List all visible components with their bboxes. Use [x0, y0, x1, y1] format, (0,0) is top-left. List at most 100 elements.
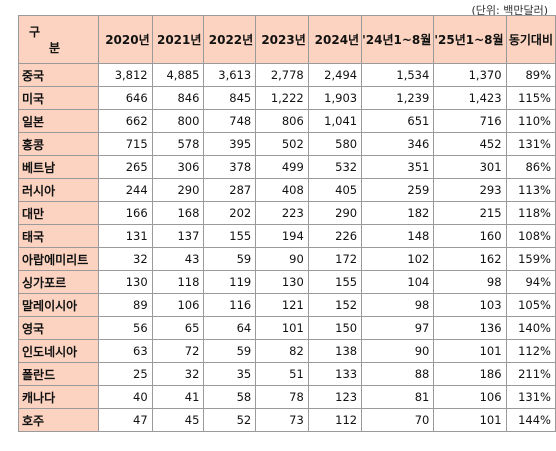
value-cell: 155 [307, 270, 363, 294]
value-cell: 182 [361, 201, 435, 225]
value-cell: 845 [203, 86, 257, 110]
value-cell: 63 [98, 339, 153, 363]
column-header: 2021년 [151, 15, 205, 64]
value-cell: 2,494 [307, 63, 363, 87]
value-cell: 88 [361, 362, 435, 386]
value-cell: 47 [98, 408, 153, 432]
value-cell: 104 [361, 270, 435, 294]
value-cell: 306 [151, 155, 205, 179]
value-cell: 162 [433, 247, 507, 271]
value-cell: 211% [505, 362, 556, 386]
value-cell: 130 [98, 270, 153, 294]
value-cell: 97 [361, 316, 435, 340]
table-row: 대만 166 168 202 223 290 182 215 118% [17, 201, 556, 225]
corner-label-1: 구 [29, 24, 41, 39]
value-cell: 502 [255, 132, 309, 156]
table-row: 홍콩 715 578 395 502 580 346 452 131% [17, 132, 556, 156]
value-cell: 1,370 [433, 63, 507, 87]
country-cell: 베트남 [17, 155, 100, 179]
table-row: 태국 131 137 155 194 226 148 160 108% [17, 224, 556, 248]
country-cell: 싱가포르 [17, 270, 100, 294]
value-cell: 86% [505, 155, 556, 179]
value-cell: 4,885 [151, 63, 205, 87]
value-cell: 72 [151, 339, 205, 363]
value-cell: 140% [505, 316, 556, 340]
value-cell: 131% [505, 132, 556, 156]
value-cell: 223 [255, 201, 309, 225]
value-cell: 78 [255, 385, 309, 409]
value-cell: 580 [307, 132, 363, 156]
value-cell: 89% [505, 63, 556, 87]
value-cell: 133 [307, 362, 363, 386]
value-cell: 499 [255, 155, 309, 179]
value-cell: 32 [151, 362, 205, 386]
column-header: 2023년 [255, 15, 309, 64]
value-cell: 290 [151, 178, 205, 202]
value-cell: 1,423 [433, 86, 507, 110]
value-cell: 98 [433, 270, 507, 294]
country-cell: 캐나다 [17, 385, 100, 409]
value-cell: 395 [203, 132, 257, 156]
value-cell: 82 [255, 339, 309, 363]
value-cell: 119 [203, 270, 257, 294]
value-cell: 64 [203, 316, 257, 340]
value-cell: 2,778 [255, 63, 309, 87]
value-cell: 346 [361, 132, 435, 156]
value-cell: 3,613 [203, 63, 257, 87]
value-cell: 106 [151, 293, 205, 317]
value-cell: 290 [307, 201, 363, 225]
table-row: 싱가포르 130 118 119 130 155 104 98 94% [17, 270, 556, 294]
value-cell: 115% [505, 86, 556, 110]
value-cell: 112 [307, 408, 363, 432]
country-cell: 영국 [17, 316, 100, 340]
value-cell: 118 [151, 270, 205, 294]
value-cell: 52 [203, 408, 257, 432]
value-cell: 408 [255, 178, 309, 202]
value-cell: 108% [505, 224, 556, 248]
country-cell: 아랍에미리트 [17, 247, 100, 271]
value-cell: 651 [361, 109, 435, 133]
value-cell: 301 [433, 155, 507, 179]
value-cell: 166 [98, 201, 153, 225]
table-row: 폴란드 25 32 35 51 133 88 186 211% [17, 362, 556, 386]
value-cell: 43 [151, 247, 205, 271]
value-cell: 578 [151, 132, 205, 156]
value-cell: 646 [98, 86, 153, 110]
column-header: 2020년 [98, 15, 153, 64]
value-cell: 378 [203, 155, 257, 179]
value-cell: 105% [505, 293, 556, 317]
value-cell: 202 [203, 201, 257, 225]
value-cell: 152 [307, 293, 363, 317]
value-cell: 155 [203, 224, 257, 248]
value-cell: 94% [505, 270, 556, 294]
table-row: 베트남 265 306 378 499 532 351 301 86% [17, 155, 556, 179]
value-cell: 58 [203, 385, 257, 409]
table-row: 아랍에미리트 32 43 59 90 172 102 162 159% [17, 247, 556, 271]
value-cell: 131 [98, 224, 153, 248]
value-cell: 259 [361, 178, 435, 202]
country-cell: 미국 [17, 86, 100, 110]
corner-label-2: 분 [49, 40, 61, 55]
country-cell: 러시아 [17, 178, 100, 202]
value-cell: 40 [98, 385, 153, 409]
table-row: 일본 662 800 748 806 1,041 651 716 110% [17, 109, 556, 133]
value-cell: 144% [505, 408, 556, 432]
value-cell: 113% [505, 178, 556, 202]
value-cell: 3,812 [98, 63, 153, 87]
value-cell: 244 [98, 178, 153, 202]
value-cell: 59 [203, 339, 257, 363]
value-cell: 351 [361, 155, 435, 179]
value-cell: 45 [151, 408, 205, 432]
value-cell: 121 [255, 293, 309, 317]
header-corner: 구 분 [17, 15, 100, 64]
country-cell: 폴란드 [17, 362, 100, 386]
country-cell: 중국 [17, 63, 100, 87]
value-cell: 106 [433, 385, 507, 409]
value-cell: 110% [505, 109, 556, 133]
country-cell: 인도네시아 [17, 339, 100, 363]
value-cell: 130 [255, 270, 309, 294]
column-header: 2022년 [203, 15, 257, 64]
value-cell: 73 [255, 408, 309, 432]
column-header: '25년1~8월 [433, 15, 507, 64]
value-cell: 98 [361, 293, 435, 317]
